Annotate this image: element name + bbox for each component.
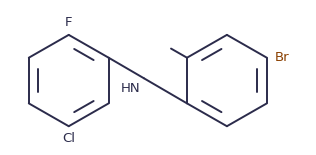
- Text: Br: Br: [275, 51, 289, 64]
- Text: F: F: [65, 16, 72, 29]
- Text: HN: HN: [121, 82, 141, 95]
- Text: Cl: Cl: [62, 132, 75, 145]
